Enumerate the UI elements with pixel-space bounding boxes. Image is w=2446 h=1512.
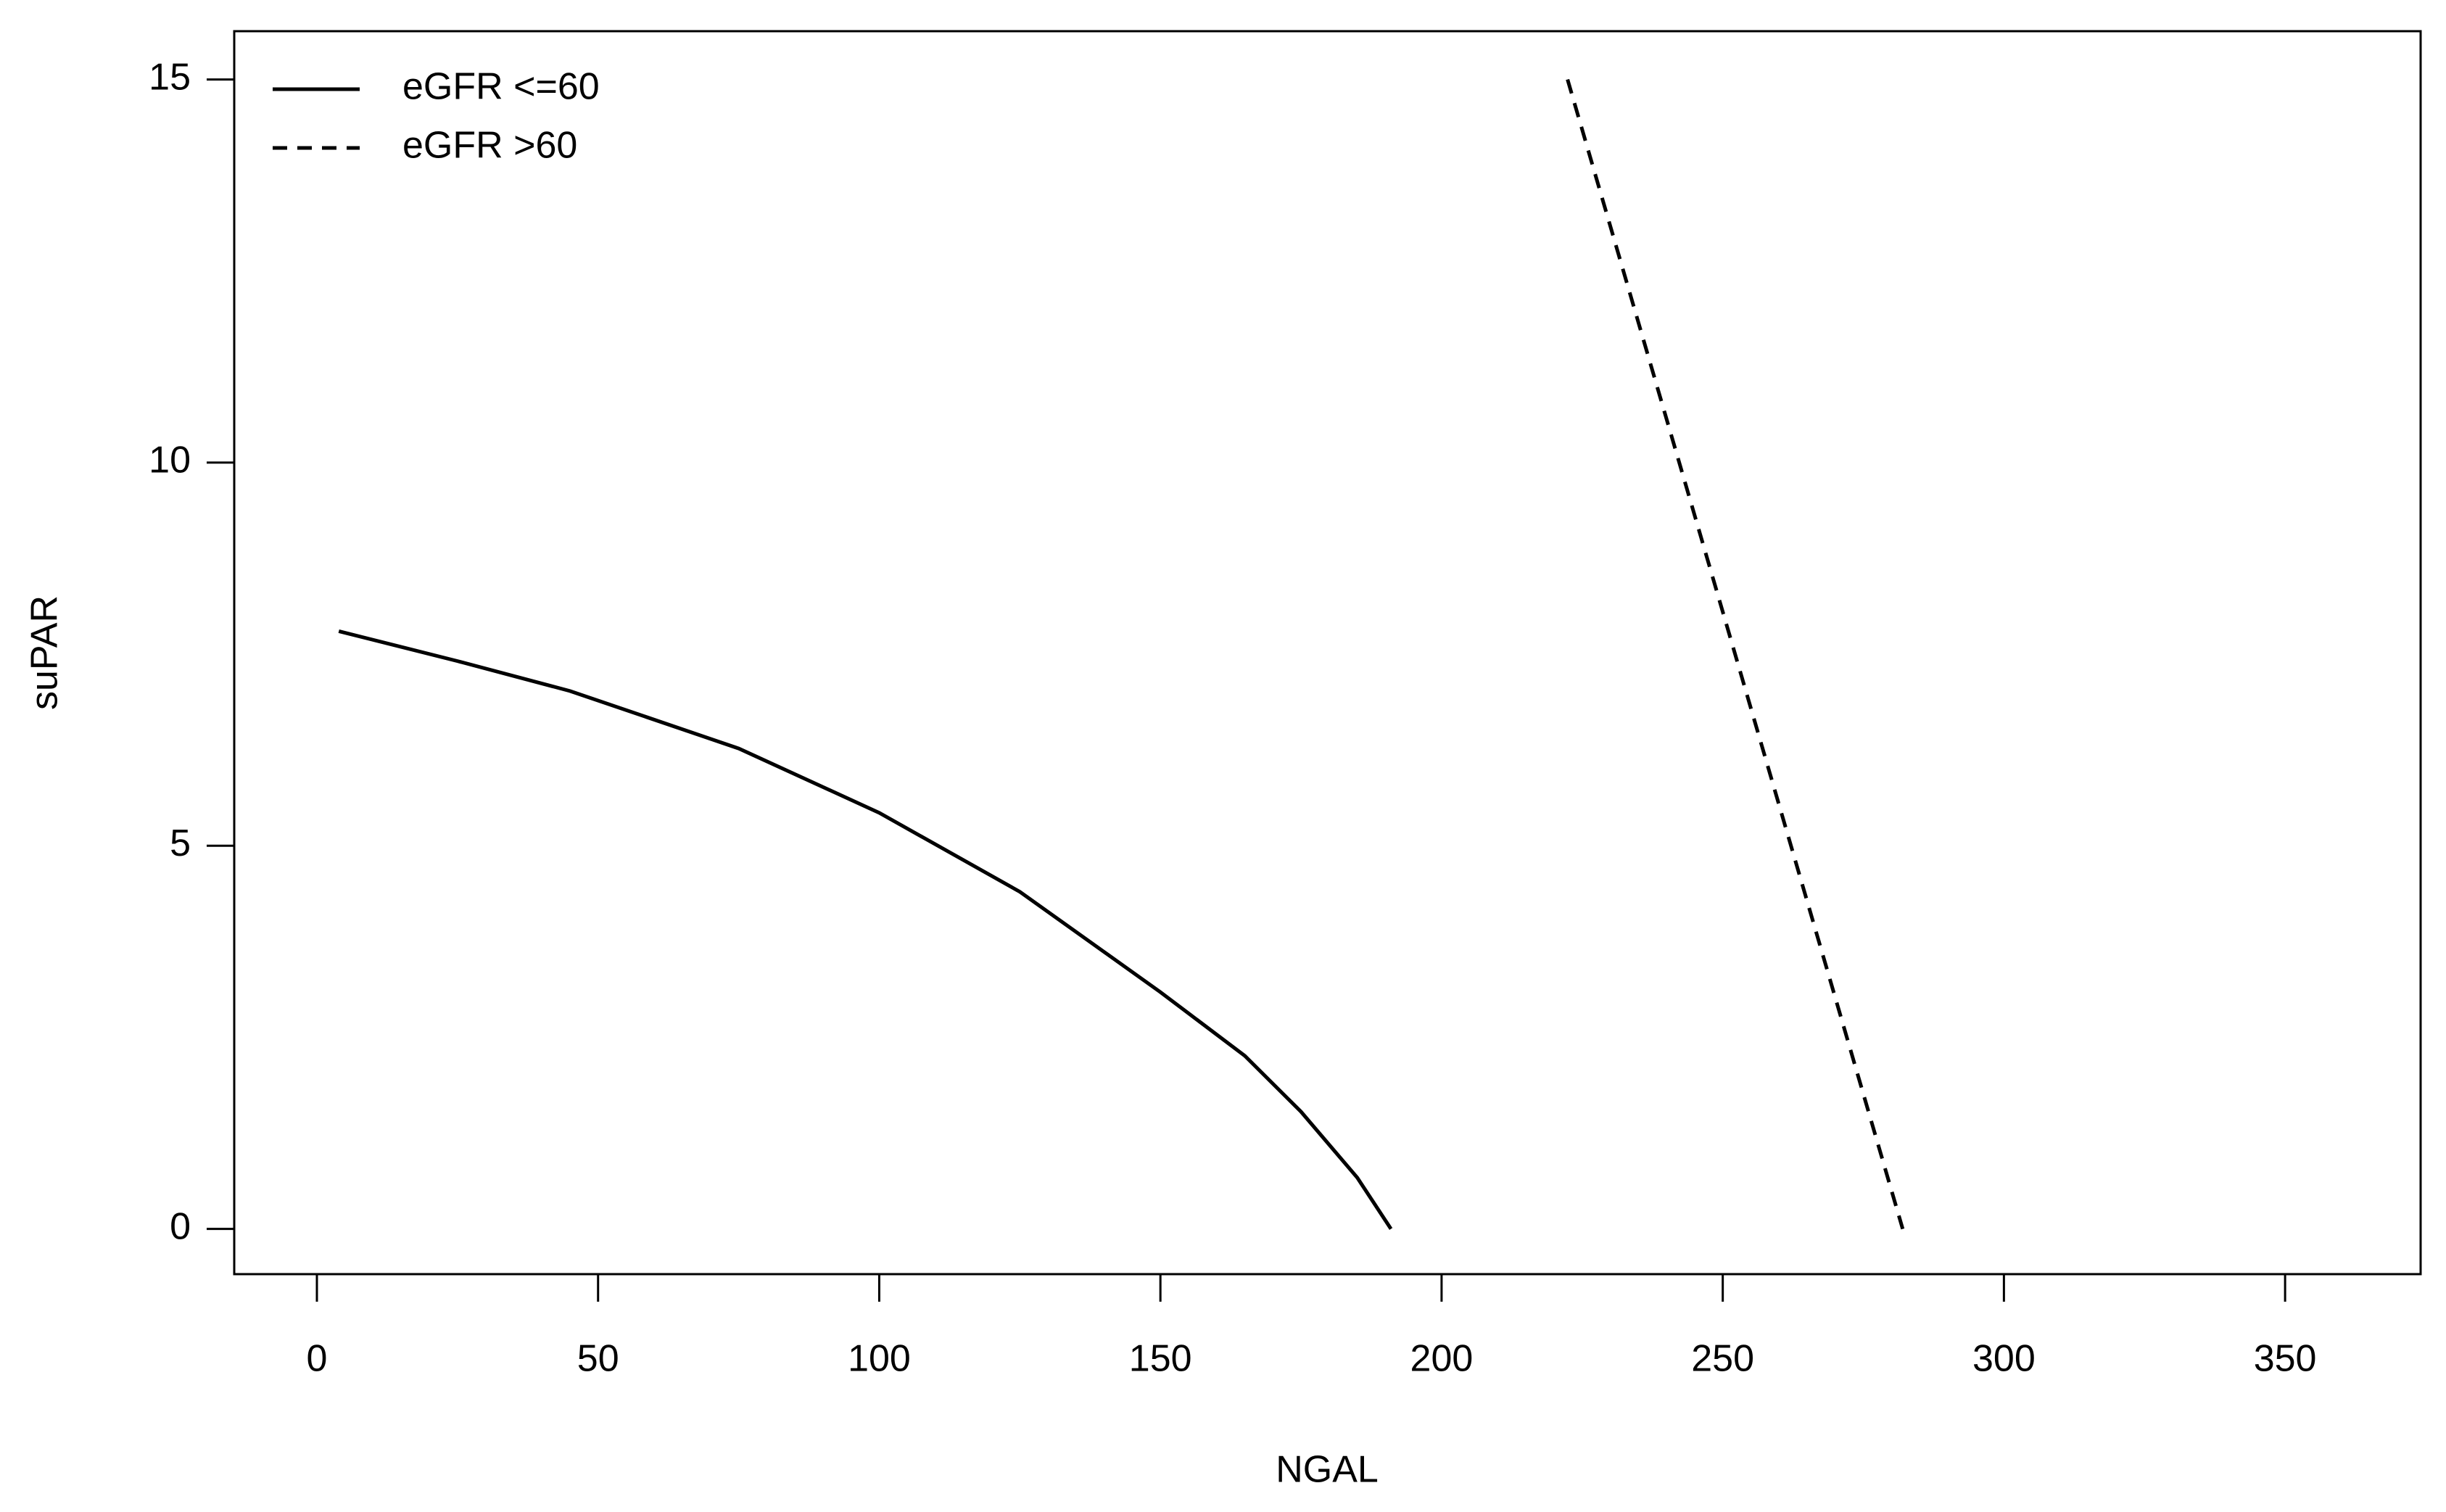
x-tick-label: 200 [1410,1338,1474,1380]
y-tick-label: 10 [149,439,191,482]
x-tick-label: 0 [307,1338,328,1380]
legend-label: eGFR <=60 [402,66,600,108]
plot-box [233,30,2422,1276]
y-axis-label: suPAR [24,595,66,710]
x-tick-label: 50 [577,1338,619,1380]
x-tick-label: 100 [848,1338,911,1380]
data-line [1566,78,1905,1230]
legend-label: eGFR >60 [402,125,577,167]
y-tick-label: 15 [149,56,191,98]
x-tick-label: 150 [1129,1338,1192,1380]
y-tick-label: 0 [170,1205,191,1247]
x-tick-label: 350 [2254,1338,2317,1380]
y-tick-label: 5 [170,822,191,864]
x-axis-label: NGAL [1276,1449,1379,1491]
x-tick-label: 250 [1691,1338,1754,1380]
x-tick-label: 300 [1972,1338,2036,1380]
data-line [338,629,1393,1231]
